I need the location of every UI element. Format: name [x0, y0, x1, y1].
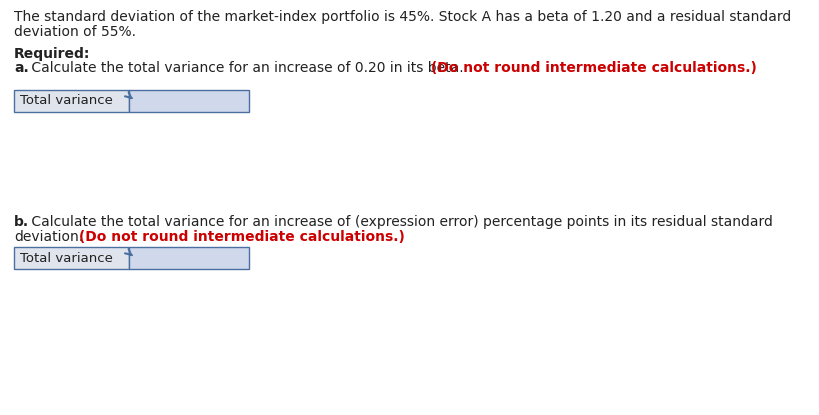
- Text: b.: b.: [14, 215, 29, 229]
- Text: Calculate the total variance for an increase of (expression error) percentage po: Calculate the total variance for an incr…: [27, 215, 773, 229]
- Text: Total variance: Total variance: [20, 95, 113, 107]
- Text: Total variance: Total variance: [20, 251, 113, 264]
- Text: deviation of 55%.: deviation of 55%.: [14, 25, 136, 39]
- Text: (Do not round intermediate calculations.): (Do not round intermediate calculations.…: [427, 61, 758, 75]
- Bar: [129, 90, 249, 112]
- Text: deviation.: deviation.: [14, 230, 83, 244]
- Bar: [14, 90, 129, 112]
- Text: a.: a.: [14, 61, 29, 75]
- Bar: [14, 247, 129, 269]
- Text: Calculate the total variance for an increase of 0.20 in its beta.: Calculate the total variance for an incr…: [27, 61, 464, 75]
- Bar: [129, 247, 249, 269]
- Text: The standard deviation of the market-index portfolio is 45%. Stock A has a beta : The standard deviation of the market-ind…: [14, 10, 791, 24]
- Text: (Do not round intermediate calculations.): (Do not round intermediate calculations.…: [75, 230, 405, 244]
- Text: Required:: Required:: [14, 47, 90, 61]
